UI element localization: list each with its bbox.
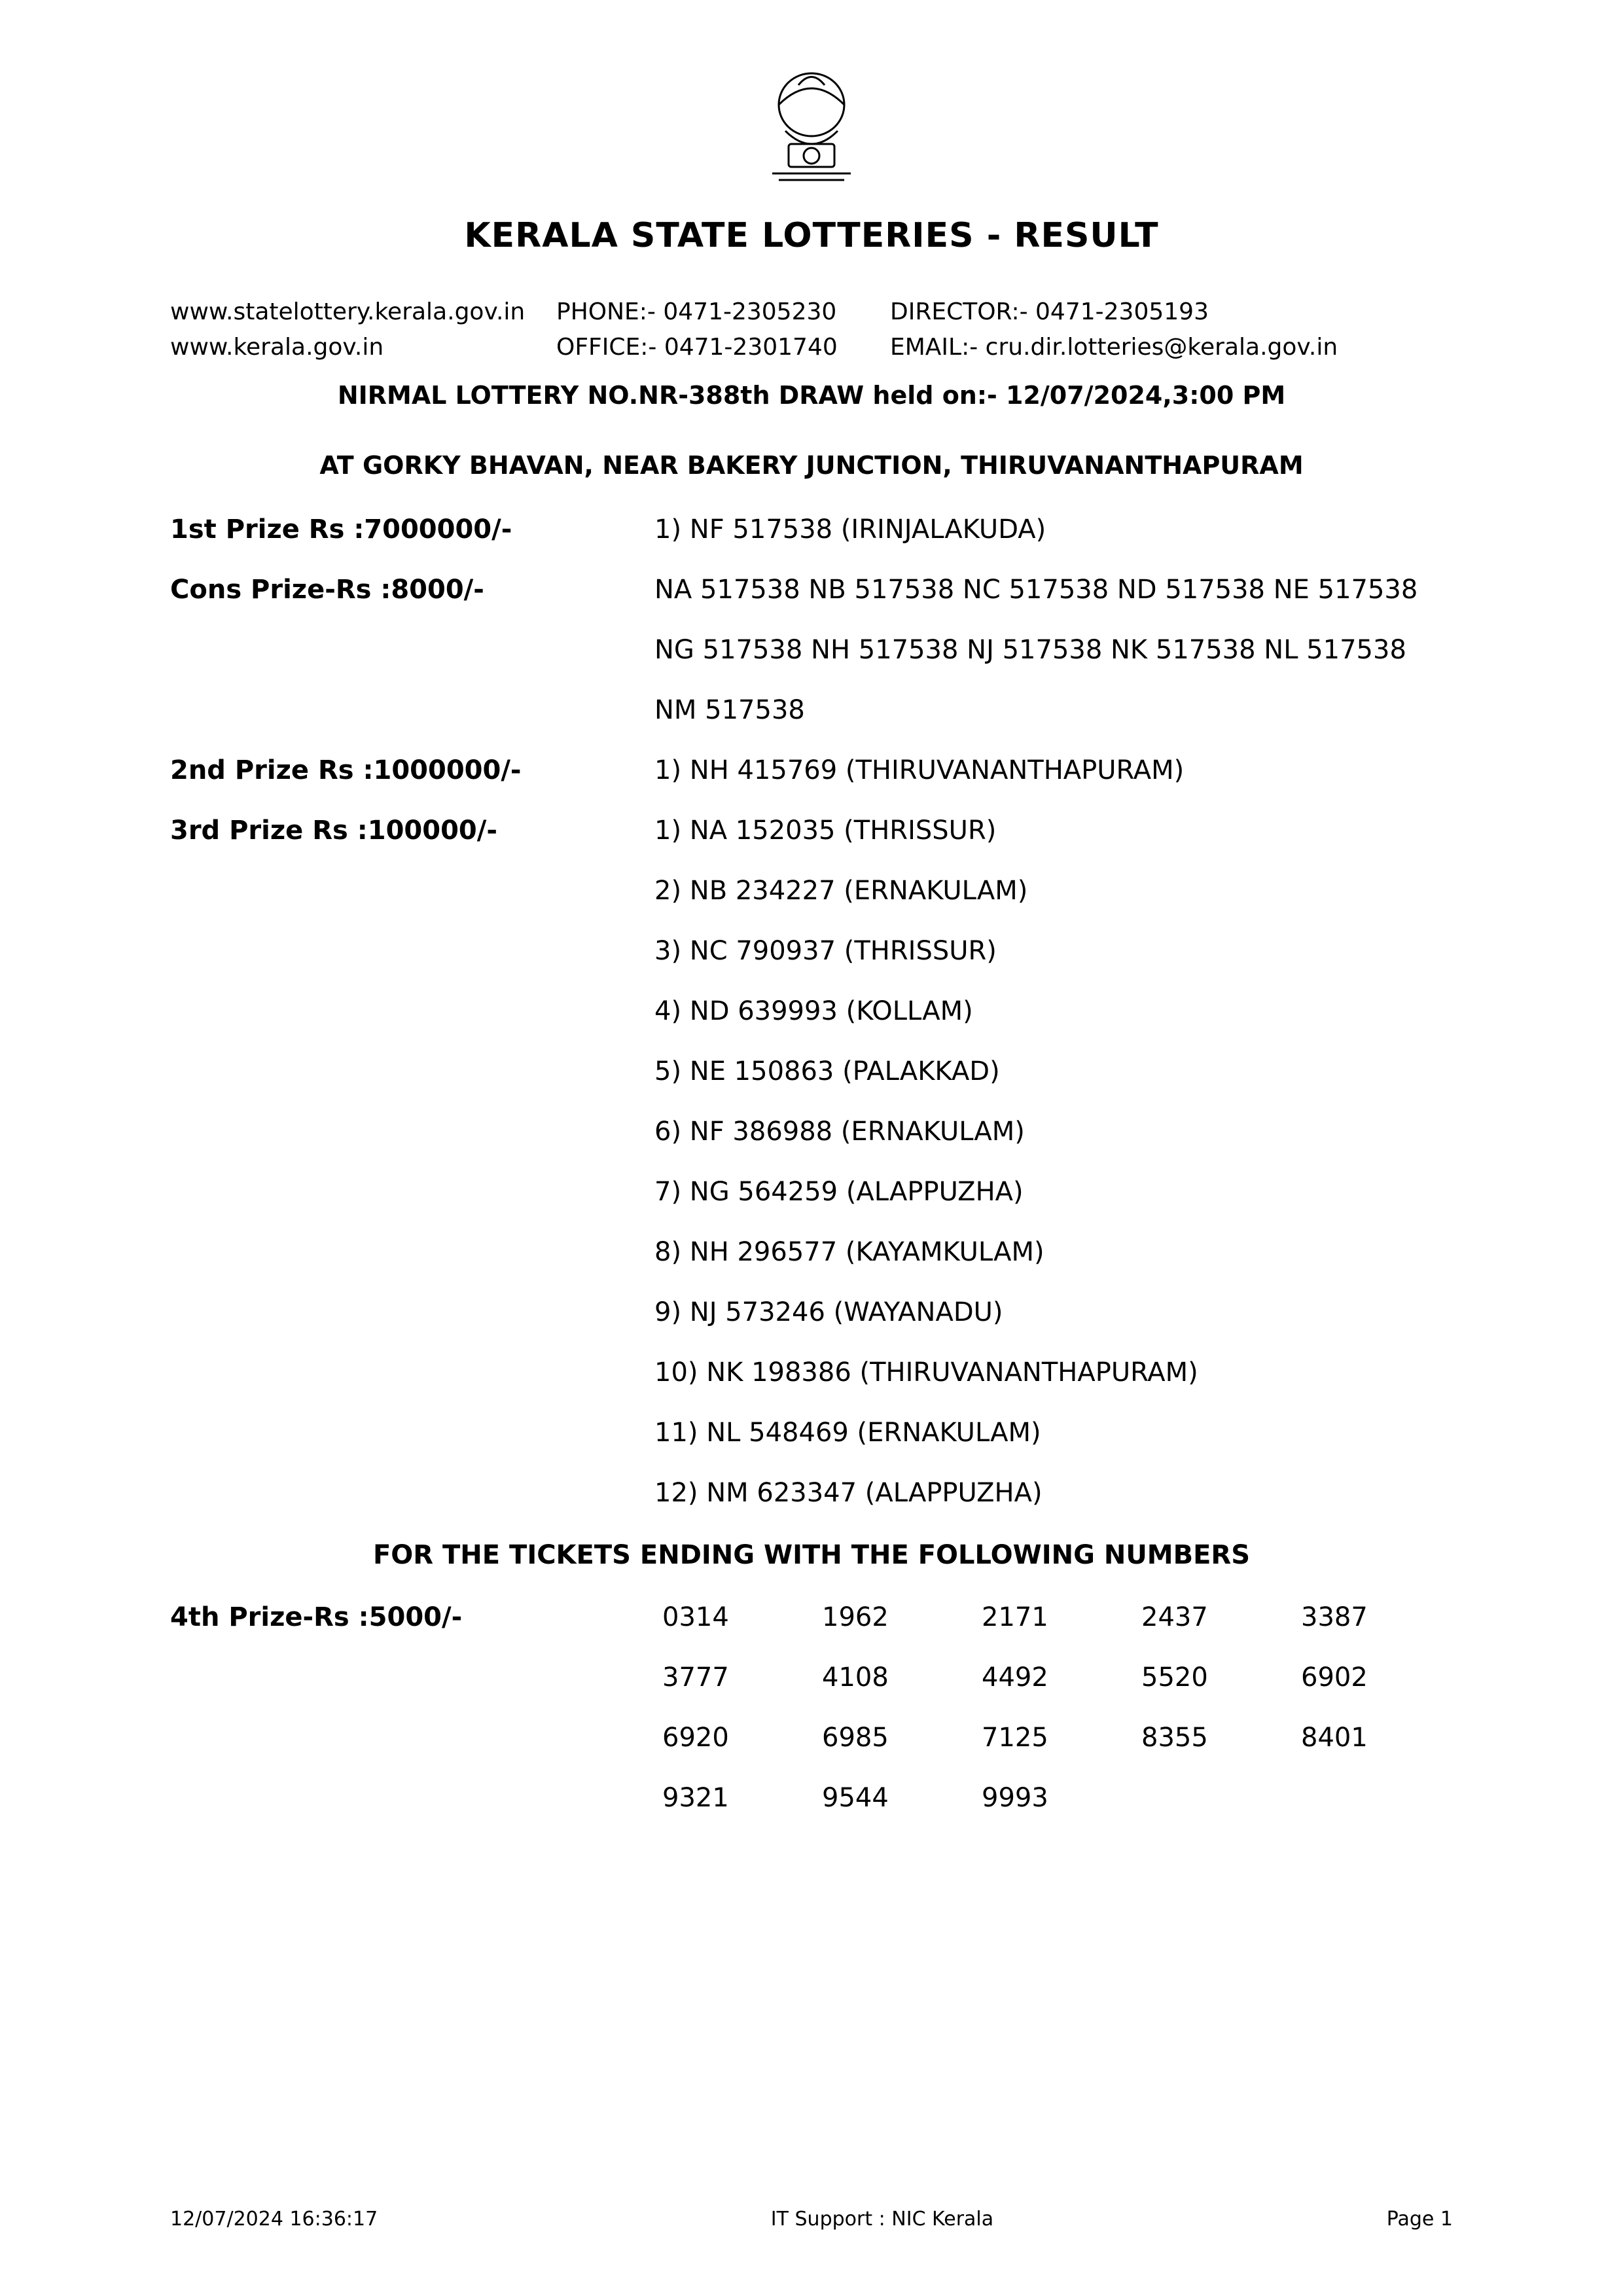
office-label: OFFICE:- 0471-2301740 [556, 330, 857, 365]
footer-center: IT Support : NIC Kerala [771, 2208, 993, 2231]
cons-line-2: NG 517538 NH 517538 NJ 517538 NK 517538 … [654, 637, 1453, 663]
venue-line: AT GORKY BHAVAN, NEAR BAKERY JUNCTION, T… [170, 451, 1453, 480]
cons-prize-label: Cons Prize-Rs :8000/- [170, 577, 654, 723]
contact-block: www.statelottery.kerala.gov.in PHONE:- 0… [170, 295, 1453, 414]
fourth-num: 4108 [814, 1664, 974, 1691]
second-prize-label: 2nd Prize Rs :1000000/- [170, 757, 654, 783]
director-label: DIRECTOR:- 0471-2305193 [890, 295, 1453, 330]
fourth-num: 8401 [1293, 1725, 1453, 1751]
third-item: 2) NB 234227 (ERNAKULAM) [654, 878, 1453, 904]
third-item: 1) NA 152035 (THRISSUR) [654, 817, 1453, 844]
website-1: www.statelottery.kerala.gov.in [170, 295, 524, 330]
fourth-num: 8355 [1133, 1725, 1293, 1751]
fourth-num: 9993 [974, 1785, 1133, 1811]
third-item: 5) NE 150863 (PALAKKAD) [654, 1058, 1453, 1085]
website-2: www.kerala.gov.in [170, 330, 524, 365]
page: KERALA STATE LOTTERIES - RESULT www.stat… [0, 0, 1623, 2296]
third-item: 10) NK 198386 (THIRUVANANTHAPURAM) [654, 1359, 1453, 1386]
third-item: 4) ND 639993 (KOLLAM) [654, 998, 1453, 1024]
fourth-num: 3387 [1293, 1604, 1453, 1630]
fourth-num: 2171 [974, 1604, 1133, 1630]
fourth-prize-numbers: 0314 1962 2171 2437 3387 3777 4108 4492 … [654, 1604, 1453, 1811]
third-item: 8) NH 296577 (KAYAMKULAM) [654, 1239, 1453, 1265]
first-prize-value: 1) NF 517538 (IRINJALAKUDA) [654, 516, 1453, 543]
fourth-num: 4492 [974, 1664, 1133, 1691]
page-title: KERALA STATE LOTTERIES - RESULT [170, 216, 1453, 255]
fourth-num: 9544 [814, 1785, 974, 1811]
fourth-num: 3777 [654, 1664, 814, 1691]
govt-emblem-icon [753, 65, 870, 196]
fourth-prize-label: 4th Prize-Rs :5000/- [170, 1604, 654, 1811]
cons-prize-row: Cons Prize-Rs :8000/- NA 517538 NB 51753… [170, 577, 1453, 723]
draw-line: NIRMAL LOTTERY NO.NR-388th DRAW held on:… [170, 377, 1453, 414]
fourth-num: 6985 [814, 1725, 974, 1751]
prize-table: 1st Prize Rs :7000000/- 1) NF 517538 (IR… [170, 516, 1453, 1506]
fourth-num: 0314 [654, 1604, 814, 1630]
second-prize-row: 2nd Prize Rs :1000000/- 1) NH 415769 (TH… [170, 757, 1453, 783]
third-item: 6) NF 386988 (ERNAKULAM) [654, 1119, 1453, 1145]
first-prize-row: 1st Prize Rs :7000000/- 1) NF 517538 (IR… [170, 516, 1453, 543]
page-footer: 12/07/2024 16:36:17 IT Support : NIC Ker… [170, 2208, 1453, 2231]
footer-page: Page 1 [1387, 2208, 1453, 2231]
fourth-prize-block: 4th Prize-Rs :5000/- 0314 1962 2171 2437… [170, 1604, 1453, 1811]
first-prize-label: 1st Prize Rs :7000000/- [170, 516, 654, 543]
third-prize-label: 3rd Prize Rs :100000/- [170, 817, 654, 1506]
fourth-num: 6920 [654, 1725, 814, 1751]
third-item: 9) NJ 573246 (WAYANADU) [654, 1299, 1453, 1325]
fourth-num: 9321 [654, 1785, 814, 1811]
third-item: 3) NC 790937 (THRISSUR) [654, 938, 1453, 964]
cons-line-3: NM 517538 [654, 697, 1453, 723]
third-item: 7) NG 564259 (ALAPPUZHA) [654, 1179, 1453, 1205]
ending-note: FOR THE TICKETS ENDING WITH THE FOLLOWIN… [170, 1540, 1453, 1570]
fourth-num: 5520 [1133, 1664, 1293, 1691]
third-prize-values: 1) NA 152035 (THRISSUR) 2) NB 234227 (ER… [654, 817, 1453, 1506]
footer-timestamp: 12/07/2024 16:36:17 [170, 2208, 378, 2231]
second-prize-value: 1) NH 415769 (THIRUVANANTHAPURAM) [654, 757, 1453, 783]
third-item: 12) NM 623347 (ALAPPUZHA) [654, 1480, 1453, 1506]
phone-label: PHONE:- 0471-2305230 [556, 295, 857, 330]
cons-prize-value: NA 517538 NB 517538 NC 517538 ND 517538 … [654, 577, 1453, 723]
cons-line-1: NA 517538 NB 517538 NC 517538 ND 517538 … [654, 577, 1453, 603]
third-item: 11) NL 548469 (ERNAKULAM) [654, 1420, 1453, 1446]
fourth-num: 1962 [814, 1604, 974, 1630]
email-label: EMAIL:- cru.dir.lotteries@kerala.gov.in [890, 330, 1453, 365]
fourth-num: 7125 [974, 1725, 1133, 1751]
third-prize-row: 3rd Prize Rs :100000/- 1) NA 152035 (THR… [170, 817, 1453, 1506]
fourth-num: 2437 [1133, 1604, 1293, 1630]
fourth-num: 6902 [1293, 1664, 1453, 1691]
